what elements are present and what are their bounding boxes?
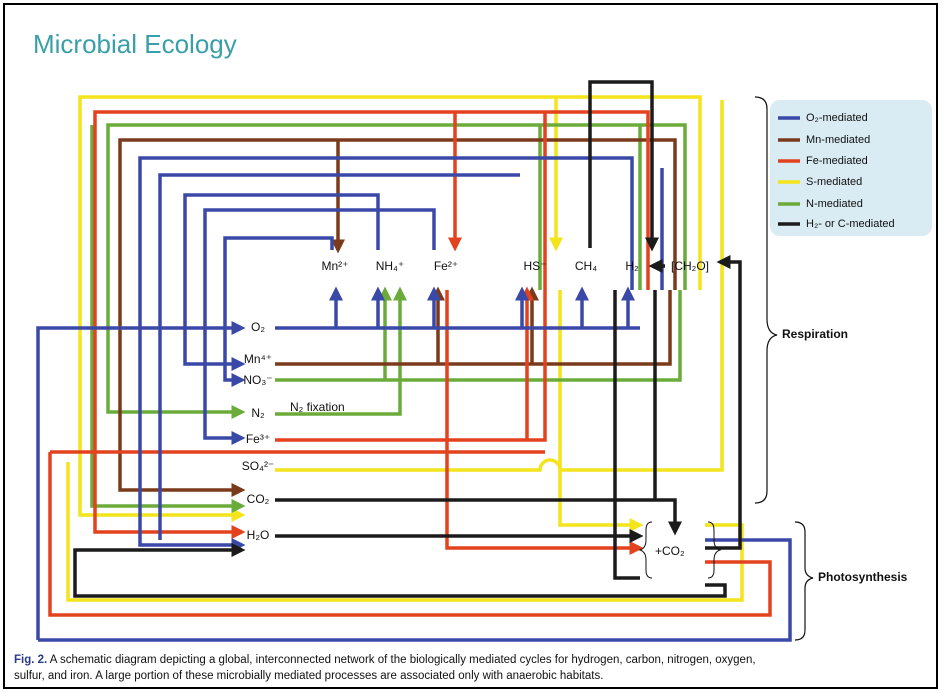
brace [638, 521, 653, 579]
legend: O₂-mediated Mn-mediated Fe-mediated S-me… [770, 100, 932, 236]
legend-label: Mn-mediated [806, 134, 870, 146]
species-label: SO₄²⁻ [242, 459, 275, 473]
species-label: O₂ [251, 320, 265, 334]
caption: Fig. 2. A schematic diagram depicting a … [14, 654, 756, 682]
species-label: [CH₂O] [671, 259, 709, 273]
top-species: Mn²⁺ NH₄⁺ Fe²⁺ HS⁻ CH₄ H₂ [CH₂O] [322, 259, 710, 273]
caption-text: sulfur, and iron. A large portion of the… [14, 670, 603, 682]
photosynthesis-brace [794, 521, 814, 641]
left-species: O₂ Mn⁴⁺ NO₃⁻ N₂ Fe³⁺ SO₄²⁻ CO₂ H₂O [242, 320, 275, 542]
species-label: H₂O [247, 528, 270, 542]
svg-text:Fig. 2. A schematic diagram de: Fig. 2. A schematic diagram depicting a … [14, 654, 756, 666]
legend-label: O₂-mediated [806, 112, 868, 124]
caption-text: A schematic diagram depicting a global, … [50, 654, 756, 666]
species-label: Mn²⁺ [322, 259, 349, 273]
photosynthesis-label: Photosynthesis [818, 570, 908, 584]
species-label: NH₄⁺ [376, 259, 405, 273]
species-label: Fe³⁺ [246, 432, 270, 446]
legend-label: H₂- or C-mediated [806, 218, 895, 230]
species-label: N₂ [251, 406, 265, 420]
species-label: Fe²⁺ [434, 259, 458, 273]
respiration-label: Respiration [782, 327, 848, 341]
co2-label: +CO₂ [655, 544, 685, 558]
species-label: HS⁻ [523, 259, 546, 273]
legend-label: Fe-mediated [806, 155, 868, 167]
species-label: NO₃⁻ [243, 373, 272, 387]
caption-label: Fig. 2. [14, 654, 47, 666]
title: Microbial Ecology [33, 29, 237, 59]
species-label: CH₄ [575, 259, 597, 273]
respiration-brace [754, 96, 778, 504]
legend-box [770, 100, 932, 236]
pathways [36, 80, 792, 642]
legend-label: S-mediated [806, 176, 862, 188]
n2-fixation-label: N₂ fixation [290, 400, 345, 414]
species-label: Mn⁴⁺ [244, 352, 272, 366]
brace [707, 521, 722, 579]
species-label: CO₂ [247, 492, 270, 506]
species-label: H₂ [625, 259, 639, 273]
legend-label: N-mediated [806, 198, 863, 210]
